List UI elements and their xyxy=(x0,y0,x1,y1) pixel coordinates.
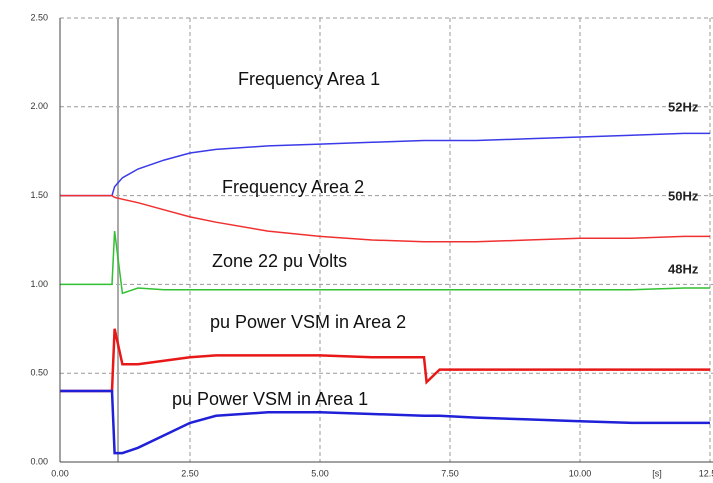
annotation: 52Hz xyxy=(668,99,699,114)
x-axis-unit: [s] xyxy=(652,468,662,478)
x-tick-label: 10.00 xyxy=(569,468,592,478)
y-tick-label: 0.50 xyxy=(30,368,48,378)
x-tick-label: 5.00 xyxy=(311,468,329,478)
annotation: 50Hz xyxy=(668,188,699,203)
series-line xyxy=(60,194,710,243)
annotation: pu Power VSM in Area 1 xyxy=(172,389,368,409)
annotation: Zone 22 pu Volts xyxy=(212,251,347,271)
y-tick-label: 2.50 xyxy=(30,12,48,22)
annotation: Frequency Area 2 xyxy=(222,177,364,197)
series-line xyxy=(60,231,710,295)
series-line xyxy=(60,132,710,197)
x-tick-label: 0.00 xyxy=(51,468,69,478)
x-tick-label: 12.50 xyxy=(699,468,713,478)
y-tick-label: 1.50 xyxy=(30,190,48,200)
annotation: Frequency Area 1 xyxy=(238,69,380,89)
annotation: 48Hz xyxy=(668,261,699,276)
y-tick-label: 1.00 xyxy=(30,279,48,289)
y-tick-label: 0.00 xyxy=(30,456,48,466)
series-line xyxy=(60,328,710,393)
x-tick-label: 7.50 xyxy=(441,468,459,478)
x-tick-label: 2.50 xyxy=(181,468,199,478)
annotation: pu Power VSM in Area 2 xyxy=(210,312,406,332)
series-line xyxy=(60,389,710,455)
y-tick-label: 2.00 xyxy=(30,101,48,111)
